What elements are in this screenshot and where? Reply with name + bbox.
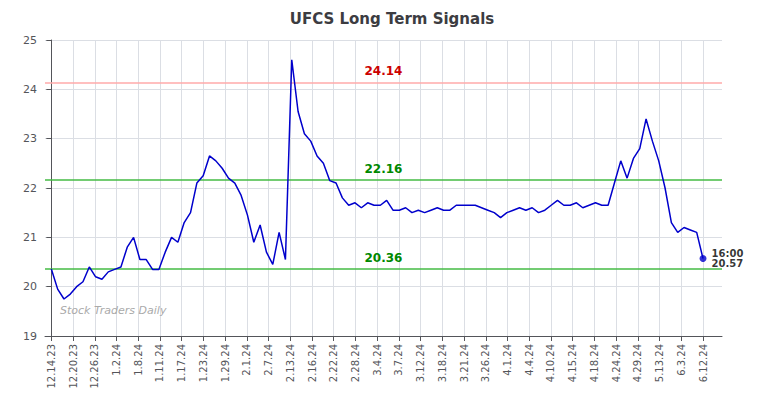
svg-text:4.10.24: 4.10.24 (545, 344, 556, 382)
svg-text:22.16: 22.16 (365, 162, 403, 176)
svg-text:23: 23 (23, 132, 37, 145)
svg-text:3.21.24: 3.21.24 (459, 344, 470, 382)
svg-text:20.36: 20.36 (365, 251, 403, 265)
svg-text:5.13.24: 5.13.24 (654, 344, 665, 382)
svg-text:4.18.24: 4.18.24 (589, 344, 600, 382)
svg-text:20: 20 (23, 280, 37, 293)
svg-text:6.3.24: 6.3.24 (676, 344, 687, 376)
svg-text:1.17.24: 1.17.24 (176, 344, 187, 382)
svg-text:16:00: 16:00 (711, 248, 744, 259)
svg-text:1.11.24: 1.11.24 (154, 344, 165, 382)
svg-text:3.7.24: 3.7.24 (393, 344, 404, 376)
svg-text:2.16.24: 2.16.24 (307, 344, 318, 382)
svg-text:Stock Traders Daily: Stock Traders Daily (60, 304, 167, 317)
svg-text:21: 21 (23, 231, 37, 244)
svg-text:12.14.23: 12.14.23 (46, 344, 57, 389)
svg-text:24.14: 24.14 (365, 64, 403, 78)
svg-text:3.12.24: 3.12.24 (415, 344, 426, 382)
svg-text:1.29.24: 1.29.24 (220, 344, 231, 382)
svg-text:2.1.24: 2.1.24 (241, 344, 252, 376)
svg-text:1.8.24: 1.8.24 (133, 344, 144, 376)
svg-text:3.18.24: 3.18.24 (437, 344, 448, 382)
svg-text:4.4.24: 4.4.24 (524, 344, 535, 376)
svg-text:2.7.24: 2.7.24 (263, 344, 274, 376)
svg-text:4.24.24: 4.24.24 (611, 344, 622, 382)
svg-text:22: 22 (23, 182, 37, 195)
svg-text:UFCS Long Term Signals: UFCS Long Term Signals (290, 10, 495, 28)
svg-text:3.4.24: 3.4.24 (372, 344, 383, 376)
svg-text:20.57: 20.57 (712, 258, 744, 269)
svg-text:19: 19 (23, 330, 37, 343)
svg-text:1.23.24: 1.23.24 (198, 344, 209, 382)
svg-text:2.13.24: 2.13.24 (285, 344, 296, 382)
svg-text:25: 25 (23, 34, 37, 47)
svg-text:3.26.24: 3.26.24 (480, 344, 491, 382)
svg-text:4.15.24: 4.15.24 (567, 344, 578, 382)
svg-text:2.22.24: 2.22.24 (328, 344, 339, 382)
svg-text:6.12.24: 6.12.24 (698, 344, 709, 382)
svg-text:2.28.24: 2.28.24 (350, 344, 361, 382)
svg-text:12.26.23: 12.26.23 (89, 344, 100, 389)
svg-text:4.1.24: 4.1.24 (502, 344, 513, 376)
svg-text:4.29.24: 4.29.24 (632, 344, 643, 382)
svg-text:12.20.23: 12.20.23 (68, 344, 79, 389)
svg-text:1.2.24: 1.2.24 (111, 344, 122, 376)
svg-text:24: 24 (23, 83, 37, 96)
